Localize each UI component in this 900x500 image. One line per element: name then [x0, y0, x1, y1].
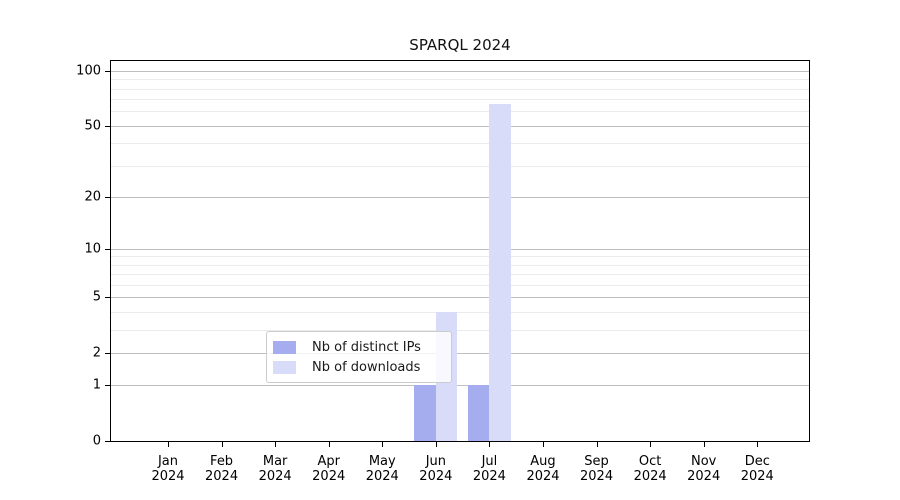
x-axis-tick-label: Dec 2024 — [727, 454, 787, 484]
y-axis-tick — [105, 125, 111, 127]
x-axis-tick — [757, 441, 759, 447]
minor-gridline — [111, 99, 809, 101]
y-axis-tick — [105, 196, 111, 198]
x-axis-tick — [596, 441, 598, 447]
year-label: 2024 — [633, 469, 667, 484]
legend-label-downloads: Nb of downloads — [312, 359, 421, 375]
month-label: Jul — [481, 454, 498, 469]
x-axis-tick-label: Oct 2024 — [620, 454, 680, 484]
legend-item-distinct-ips: Nb of distinct IPs — [273, 337, 445, 357]
year-label: 2024 — [258, 469, 292, 484]
month-label: Jun — [425, 454, 446, 469]
y-axis-tick — [105, 71, 111, 73]
major-gridline — [111, 248, 809, 250]
chart-title: SPARQL 2024 — [409, 36, 511, 54]
minor-gridline — [111, 165, 809, 167]
x-axis-tick-label: May 2024 — [352, 454, 412, 484]
minor-gridline — [111, 79, 809, 81]
x-axis-tick-label: Apr 2024 — [299, 454, 359, 484]
year-label: 2024 — [687, 469, 721, 484]
x-axis-tick — [703, 441, 705, 447]
y-axis-tick-label: 100 — [76, 63, 101, 79]
minor-gridline — [111, 264, 809, 266]
legend-item-downloads: Nb of downloads — [273, 357, 445, 377]
y-axis-tick-label: 50 — [84, 118, 101, 134]
bar-jun-distinct-ips — [414, 385, 436, 441]
month-label: Jan — [157, 454, 179, 469]
minor-gridline — [111, 143, 809, 145]
year-label: 2024 — [151, 469, 185, 484]
x-axis-tick — [435, 441, 437, 447]
x-axis-tick — [168, 441, 169, 447]
minor-gridline — [111, 256, 809, 258]
y-axis-tick-label: 0 — [92, 433, 101, 449]
minor-gridline — [111, 285, 809, 287]
major-gridline — [111, 352, 809, 354]
x-axis-tick — [542, 441, 544, 447]
month-label: Dec — [744, 454, 770, 469]
x-axis-tick — [382, 441, 384, 447]
major-gridline — [111, 125, 809, 127]
year-label: 2024 — [365, 469, 399, 484]
year-label: 2024 — [472, 469, 506, 484]
x-axis-tick-label: Jul 2024 — [459, 454, 519, 484]
x-axis-tick — [650, 441, 652, 447]
y-axis-tick — [105, 297, 111, 299]
legend-label-distinct-ips: Nb of distinct IPs — [312, 339, 421, 355]
minor-gridline — [111, 329, 809, 331]
x-axis-tick — [489, 441, 491, 447]
major-gridline — [111, 196, 809, 198]
year-label: 2024 — [526, 469, 560, 484]
x-axis-tick-label: Nov 2024 — [674, 454, 734, 484]
y-axis-tick-label: 2 — [92, 345, 101, 361]
minor-gridline — [111, 311, 809, 313]
major-gridline — [111, 297, 809, 299]
minor-gridline — [111, 111, 809, 113]
year-label: 2024 — [312, 469, 346, 484]
y-axis-tick-label: 20 — [84, 189, 101, 205]
legend: Nb of distinct IPs Nb of downloads — [266, 331, 452, 383]
month-label: Feb — [210, 454, 234, 469]
month-label: Sep — [584, 454, 609, 469]
year-label: 2024 — [205, 469, 239, 484]
x-axis-tick — [221, 441, 223, 447]
bar-jul-distinct-ips — [468, 385, 490, 441]
x-axis-tick-label: Sep 2024 — [567, 454, 627, 484]
x-axis-tick-label: Feb 2024 — [192, 454, 252, 484]
y-axis-tick — [105, 352, 111, 354]
y-axis-tick-label: 1 — [92, 377, 101, 393]
plot-area: 0 1 2 5 10 20 50 100 Jan 2024 Feb 2024 Mar 2024 Apr 202… — [76, 60, 810, 484]
year-label: 2024 — [740, 469, 774, 484]
x-axis-tick — [275, 441, 277, 447]
month-label: Nov — [691, 454, 717, 469]
bar-jul-downloads — [489, 103, 511, 441]
year-label: 2024 — [580, 469, 614, 484]
x-axis-tick-label: Jun 2024 — [406, 454, 466, 484]
x-axis-tick-label: Jan 2024 — [138, 454, 198, 484]
month-label: Mar — [262, 454, 288, 469]
year-label: 2024 — [419, 469, 453, 484]
y-axis-tick-label: 10 — [84, 241, 101, 257]
month-label: Oct — [638, 454, 662, 469]
minor-gridline — [111, 88, 809, 90]
legend-swatch-distinct-ips — [273, 340, 296, 354]
x-axis-tick-label: Mar 2024 — [245, 454, 305, 484]
y-axis-tick — [105, 248, 111, 250]
month-label: May — [368, 454, 396, 469]
x-axis-tick — [328, 441, 330, 447]
x-axis-tick-label: Aug 2024 — [513, 454, 573, 484]
y-axis-tick — [105, 385, 111, 387]
month-label: Aug — [530, 454, 556, 469]
month-label: Apr — [317, 454, 340, 469]
y-axis-tick-label: 5 — [92, 289, 101, 305]
major-gridline — [111, 385, 809, 387]
minor-gridline — [111, 274, 809, 276]
legend-swatch-downloads — [273, 360, 296, 374]
y-axis-tick — [105, 441, 111, 442]
major-gridline — [111, 71, 809, 73]
